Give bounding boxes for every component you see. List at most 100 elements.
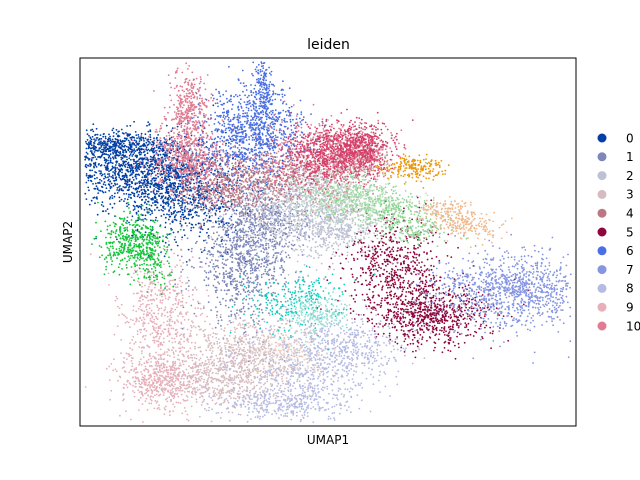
point [152, 202, 154, 204]
point [112, 166, 115, 169]
point [280, 199, 283, 202]
point [243, 231, 246, 234]
point [364, 253, 367, 256]
point [211, 255, 214, 257]
point [136, 143, 139, 146]
point [116, 187, 119, 189]
point [228, 315, 230, 318]
point [333, 268, 335, 271]
point [146, 186, 148, 189]
point [304, 209, 307, 211]
point [306, 209, 309, 212]
point [105, 187, 108, 190]
point [198, 185, 201, 187]
point [243, 204, 245, 207]
point [310, 255, 312, 258]
point [126, 162, 129, 165]
point [219, 186, 222, 189]
point [268, 262, 271, 265]
point [251, 213, 254, 216]
point [147, 121, 150, 124]
point [326, 233, 329, 236]
point [236, 201, 238, 203]
point [107, 176, 109, 179]
point [104, 175, 107, 178]
point [216, 265, 219, 267]
point [123, 193, 125, 195]
point [205, 141, 208, 143]
point [205, 214, 208, 217]
point [230, 275, 233, 278]
point [179, 222, 182, 225]
point [240, 210, 243, 213]
point [202, 219, 205, 221]
point [293, 194, 296, 197]
point [105, 160, 108, 163]
point [142, 158, 145, 160]
point [235, 232, 238, 235]
point [249, 291, 251, 294]
point [267, 225, 269, 228]
point [93, 166, 95, 169]
point [324, 204, 326, 207]
point [171, 176, 174, 179]
point [133, 160, 136, 163]
point [297, 254, 300, 256]
point [335, 221, 337, 224]
point [95, 197, 98, 199]
point [204, 239, 207, 242]
point [108, 133, 110, 136]
point [174, 182, 177, 185]
point [300, 248, 302, 251]
point [249, 253, 251, 256]
point [343, 241, 345, 244]
point [214, 270, 217, 273]
point [158, 145, 161, 148]
point [210, 171, 213, 174]
point [251, 238, 254, 241]
point [264, 261, 267, 264]
point [141, 191, 144, 194]
point [142, 143, 145, 146]
point [256, 277, 259, 280]
point [149, 129, 152, 132]
point [269, 238, 272, 241]
point [231, 273, 234, 276]
point [239, 179, 241, 182]
point [123, 145, 126, 147]
point [88, 189, 90, 192]
point [152, 177, 155, 179]
point [192, 207, 195, 210]
point [247, 235, 249, 237]
point [258, 289, 261, 292]
point [244, 265, 247, 268]
point [254, 254, 257, 256]
point [357, 218, 360, 221]
point [224, 233, 227, 236]
point [85, 198, 88, 201]
point [228, 289, 230, 292]
point [161, 166, 164, 169]
point [219, 251, 222, 254]
point [217, 322, 220, 325]
point [308, 221, 311, 224]
point [111, 197, 114, 200]
point [117, 155, 120, 157]
point [100, 180, 103, 182]
point [212, 263, 215, 265]
point [214, 159, 217, 161]
point [124, 166, 127, 168]
point [109, 149, 112, 152]
point [197, 194, 200, 197]
point [94, 182, 97, 185]
point [276, 255, 278, 257]
point [122, 186, 125, 188]
point [230, 249, 233, 252]
point [103, 146, 105, 149]
point [89, 147, 92, 150]
point [116, 238, 118, 241]
point [265, 248, 268, 251]
point [156, 136, 158, 139]
point [85, 166, 88, 169]
point [221, 226, 224, 229]
